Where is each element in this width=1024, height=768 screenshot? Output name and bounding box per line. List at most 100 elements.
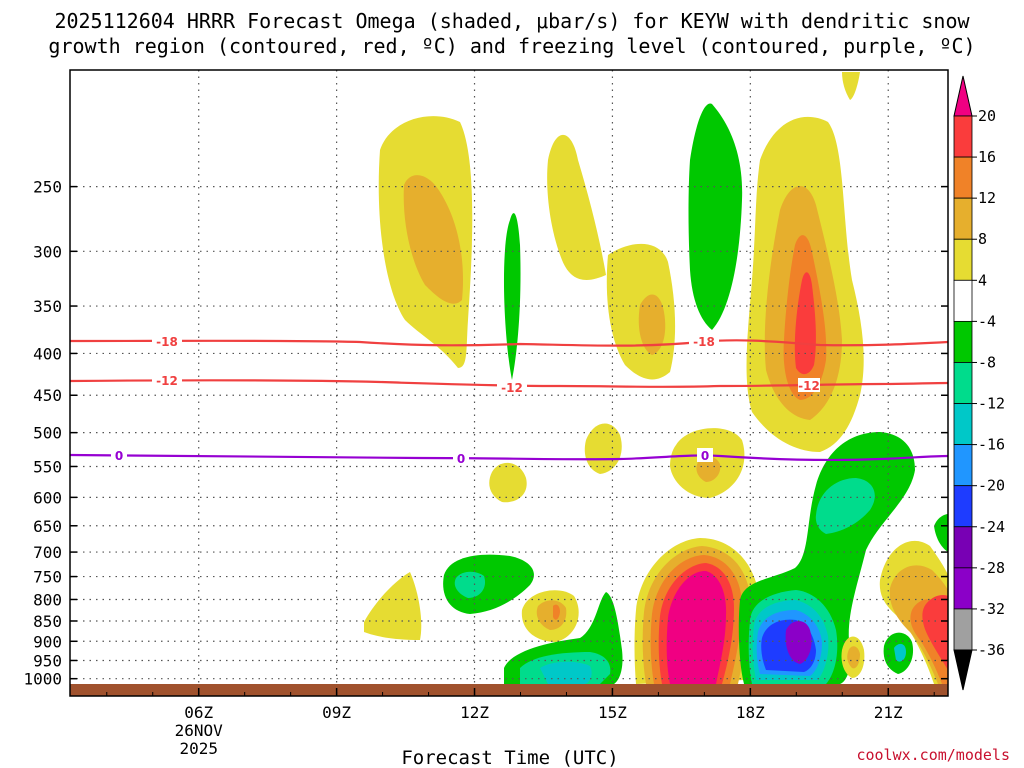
- colorbar-segment: [953, 197, 973, 240]
- y-tick-label: 300: [33, 242, 62, 261]
- colorbar-top-arrow: [953, 75, 973, 117]
- colorbar-label: -32: [978, 600, 1005, 618]
- omega-region-green-12z-teal: [454, 571, 486, 598]
- omega-region-21z-neg8: [894, 643, 906, 662]
- colorbar-label: -20: [978, 477, 1005, 495]
- y-tick-label: 450: [33, 386, 62, 405]
- contour-label-zero-c: 0: [701, 449, 709, 463]
- contour-label-bg: [152, 373, 182, 387]
- colorbar-segment: [953, 320, 973, 363]
- contour-label-bg: [689, 334, 719, 348]
- chart-title-line1: 2025112604 HRRR Forecast Omega (shaded, …: [54, 9, 970, 33]
- x-tick-label: 21Z: [874, 703, 903, 722]
- colorbar-label: 12: [978, 189, 996, 207]
- colorbar-label: -4: [978, 312, 996, 330]
- colorbar-label: -16: [978, 436, 1005, 454]
- contour-label-minus18-a: -18: [156, 335, 178, 349]
- x-tick-date: 26NOV: [175, 721, 224, 740]
- contour-label-zero-b: 0: [457, 452, 465, 466]
- colorbar-label: 4: [978, 271, 987, 289]
- contour-label-bg: [453, 451, 469, 465]
- y-tick-label: 650: [33, 517, 62, 536]
- omega-region-tower-4: [547, 134, 606, 280]
- omega-region-top-sliver: [842, 72, 860, 100]
- x-tick-year: 2025: [179, 739, 218, 758]
- surface-terrain-strip: [70, 684, 948, 696]
- y-tick-label: 550: [33, 457, 62, 476]
- colorbar-segment: [953, 444, 973, 487]
- omega-region-low-left: [364, 572, 422, 640]
- y-tick-label: 900: [33, 632, 62, 651]
- colorbar-segment: [953, 279, 973, 322]
- omega-region-sliver-neg4: [503, 213, 521, 380]
- contour-line-minus18: [70, 339, 948, 347]
- omega-region-right-16: [794, 272, 816, 375]
- colorbar-segment: [953, 485, 973, 528]
- omega-region-14z-12: [553, 604, 560, 620]
- contour-line-zero: [70, 453, 948, 462]
- y-tick-label: 800: [33, 590, 62, 609]
- plot-frame: [69, 69, 949, 697]
- colorbar-label: -28: [978, 559, 1005, 577]
- x-tick-label: 12Z: [460, 703, 489, 722]
- omega-shading: [364, 72, 948, 684]
- y-tick-label: 350: [33, 297, 62, 316]
- contour-label-bg: [798, 378, 820, 392]
- omega-region-small-600: [489, 462, 527, 503]
- y-tick-label: 250: [33, 178, 62, 197]
- colorbar-segment: [953, 608, 973, 651]
- contour-label-bg: [152, 334, 182, 348]
- x-tick-label: 15Z: [598, 703, 627, 722]
- contour-label-zero-a: 0: [115, 449, 123, 463]
- omega-region-upper-left-8: [403, 175, 464, 304]
- omega-region-right-edge-green: [934, 514, 948, 552]
- colorbar-segment: [953, 526, 973, 569]
- y-tick-label: 850: [33, 612, 62, 631]
- contour-label-minus12-b: -12: [501, 381, 523, 395]
- contour-label-bg: [111, 448, 127, 462]
- colorbar-label: 8: [978, 230, 987, 248]
- colorbar-segment: [953, 362, 973, 404]
- contour-label-minus12-c: -12: [798, 379, 820, 393]
- omega-region-floor-neg12: [540, 661, 592, 684]
- credit-text: coolwx.com/models: [856, 746, 1010, 764]
- chart-title-line2: growth region (contoured, red, ºC) and f…: [48, 34, 975, 58]
- y-tick-label: 600: [33, 488, 62, 507]
- omega-region-mid-8: [638, 294, 666, 355]
- omega-region-right-edge-16: [922, 594, 948, 670]
- colorbar-label: -12: [978, 395, 1005, 413]
- colorbar-label: -24: [978, 518, 1005, 536]
- y-tick-label: 750: [33, 568, 62, 587]
- omega-region-neg-28: [785, 621, 812, 664]
- colorbar-segment: [953, 156, 973, 199]
- contour-labels: -18 -18 -12 -12 -12 0 0 0: [111, 334, 820, 466]
- colorbar-label: -36: [978, 641, 1005, 659]
- colorbar-segment: [953, 567, 973, 610]
- y-tick-label: 700: [33, 543, 62, 562]
- omega-region-green-12z: [443, 554, 534, 614]
- omega-region-17z-8: [696, 456, 721, 482]
- omega-region-20z-8: [847, 646, 860, 669]
- x-tick-label: 06Z: [184, 703, 213, 722]
- y-tick-label: 950: [33, 651, 62, 670]
- y-axis: 2503003504004505005506006507007508008509…: [23, 178, 948, 689]
- temperature-contours: -18 -18 -12 -12 -12 0 0 0: [70, 334, 948, 466]
- y-tick-label: 1000: [23, 670, 62, 689]
- colorbar: 20 16 12 8 4 -4 -8 -12 -16 -20 -24 -28 -32 -36: [953, 75, 1005, 691]
- contour-label-minus18-b: -18: [693, 335, 715, 349]
- contour-line-minus12: [70, 379, 948, 388]
- colorbar-label: 16: [978, 148, 996, 166]
- x-tick-label: 18Z: [736, 703, 765, 722]
- contour-label-bg: [697, 448, 713, 462]
- x-axis-title: Forecast Time (UTC): [401, 747, 618, 768]
- contour-label-minus12-a: -12: [156, 374, 178, 388]
- colorbar-label: -8: [978, 353, 996, 371]
- colorbar-bottom-arrow: [953, 649, 973, 691]
- contour-label-bg: [497, 380, 527, 394]
- omega-region-green-band: [688, 103, 743, 330]
- x-tick-label: 09Z: [322, 703, 351, 722]
- plot-area: -18 -18 -12 -12 -12 0 0 0: [70, 70, 948, 696]
- omega-region-neg-8-upper: [815, 478, 875, 534]
